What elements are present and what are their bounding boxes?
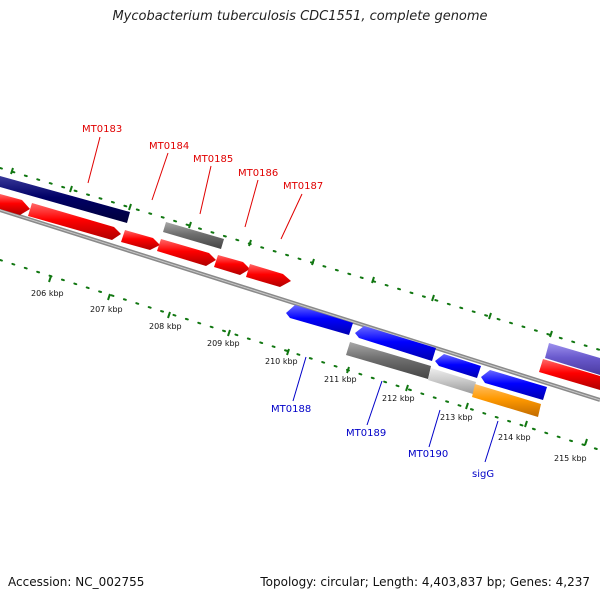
- outer-tick-ring: [0, 167, 600, 351]
- gene-feature-red[interactable]: [0, 194, 30, 215]
- gene-label-mt0189[interactable]: MT0189: [346, 428, 386, 439]
- reverse-feature-lane: [286, 305, 547, 417]
- genome-backbone: [0, 208, 600, 402]
- gene-feature-blue[interactable]: [355, 326, 436, 361]
- gene-feature-navy[interactable]: [0, 176, 130, 223]
- gene-feature-blue[interactable]: [481, 370, 547, 400]
- gene-feature-lavender[interactable]: [545, 343, 600, 375]
- kbp-label: 211 kbp: [324, 375, 357, 384]
- gene-feature-red[interactable]: [246, 264, 291, 287]
- accession-text: Accession: NC_002755: [8, 575, 145, 589]
- kbp-label: 214 kbp: [498, 433, 531, 442]
- kbp-label: 208 kbp: [149, 322, 182, 331]
- kbp-label: 213 kbp: [440, 413, 473, 422]
- reverse-gene-labels: MT0188 MT0189 MT0190 sigG: [271, 356, 499, 480]
- gene-label-mt0186[interactable]: MT0186: [238, 168, 278, 179]
- gene-feature-gray[interactable]: [163, 222, 224, 249]
- gene-feature-red[interactable]: [214, 255, 250, 275]
- kbp-label: 207 kbp: [90, 305, 123, 314]
- gene-feature-gray[interactable]: [346, 342, 431, 379]
- gene-feature-red[interactable]: [157, 239, 216, 266]
- forward-feature-lane: [0, 194, 600, 390]
- gene-label-mt0183[interactable]: MT0183: [82, 124, 122, 135]
- topology-text: Topology: circular; Length: 4,403,837 bp…: [260, 575, 590, 589]
- kbp-label: 206 kbp: [31, 289, 64, 298]
- gene-label-sigg[interactable]: sigG: [472, 469, 494, 480]
- kbp-label: 212 kbp: [382, 394, 415, 403]
- gene-label-mt0188[interactable]: MT0188: [271, 404, 311, 415]
- kbp-label: 215 kbp: [554, 454, 587, 463]
- gene-feature-orange[interactable]: [472, 384, 541, 417]
- kbp-label: 210 kbp: [265, 357, 298, 366]
- kbp-label: 209 kbp: [207, 339, 240, 348]
- gene-label-mt0185[interactable]: MT0185: [193, 154, 233, 165]
- gene-feature-blue[interactable]: [286, 305, 353, 335]
- gene-label-mt0190[interactable]: MT0190: [408, 449, 448, 460]
- gene-label-mt0184[interactable]: MT0184: [149, 141, 189, 152]
- gene-feature-blue[interactable]: [435, 354, 481, 378]
- gene-feature-red[interactable]: [539, 359, 600, 390]
- gene-feature-red[interactable]: [121, 230, 160, 250]
- inner-tick-ring: [0, 259, 600, 451]
- gene-label-mt0187[interactable]: MT0187: [283, 181, 323, 192]
- gene-feature-lightgray[interactable]: [428, 368, 476, 394]
- map-title: Mycobacterium tuberculosis CDC1551, comp…: [112, 9, 488, 24]
- outer-lane-features: [0, 176, 600, 375]
- scale-labels: 206 kbp 207 kbp 208 kbp 209 kbp 210 kbp …: [31, 289, 587, 463]
- forward-gene-labels: MT0183 MT0184 MT0185 MT0186 MT0187: [82, 124, 323, 240]
- gene-feature-red[interactable]: [28, 203, 121, 240]
